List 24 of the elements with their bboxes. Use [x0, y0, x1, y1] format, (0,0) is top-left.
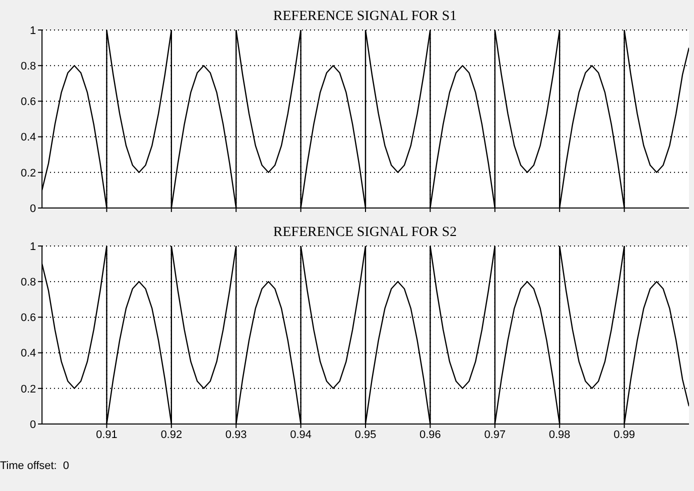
- x-tick-label: 0.94: [290, 428, 312, 441]
- y-tick-label: 0.4: [20, 348, 36, 360]
- y-tick-label: 0.2: [20, 383, 36, 396]
- x-tick-label: 0.98: [548, 428, 570, 441]
- chart-title: REFERENCE SIGNAL FOR S1: [272, 8, 458, 26]
- y-tick-label: 1: [30, 24, 36, 37]
- x-tick-label: 0.93: [225, 428, 247, 441]
- text: Time offset: 0: [0, 460, 70, 472]
- y-tick-label: 0.6: [20, 96, 36, 108]
- x-tick-label: 0.96: [419, 428, 441, 441]
- y-tick-label: 0.4: [20, 132, 36, 144]
- chart-title: REFERENCE SIGNAL FOR S2: [272, 224, 458, 242]
- y-tick-label: 1: [30, 240, 36, 253]
- x-tick-label: 0.97: [484, 428, 506, 441]
- x-tick-label: 0.95: [354, 428, 376, 441]
- y-tick-label: 0.8: [20, 276, 36, 289]
- y-tick-label: 0: [30, 202, 36, 215]
- y-tick-label: 0: [30, 418, 36, 431]
- y-tick-label: 0.6: [20, 312, 36, 324]
- y-tick-label: 0.2: [20, 167, 36, 180]
- y-tick-label: 0.8: [20, 60, 36, 73]
- x-tick-label: 0.91: [96, 428, 118, 441]
- x-tick-label: 0.92: [160, 428, 182, 441]
- x-tick-label: 0.99: [614, 428, 636, 441]
